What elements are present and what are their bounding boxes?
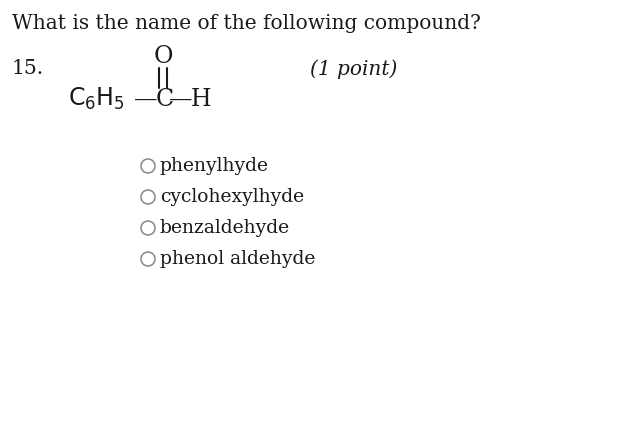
Text: (1 point): (1 point) bbox=[310, 59, 397, 79]
Text: —: — bbox=[134, 87, 158, 111]
Text: cyclohexylhyde: cyclohexylhyde bbox=[160, 188, 304, 206]
Text: benzaldehyde: benzaldehyde bbox=[160, 219, 290, 237]
Text: H: H bbox=[191, 87, 212, 111]
Text: phenol aldehyde: phenol aldehyde bbox=[160, 250, 315, 268]
Text: 15.: 15. bbox=[12, 59, 44, 78]
Text: O: O bbox=[153, 45, 173, 68]
Text: $\mathsf{C_6H_5}$: $\mathsf{C_6H_5}$ bbox=[68, 86, 125, 112]
Text: C: C bbox=[156, 87, 174, 111]
Text: —: — bbox=[169, 87, 193, 111]
Text: phenylhyde: phenylhyde bbox=[160, 157, 269, 175]
Text: What is the name of the following compound?: What is the name of the following compou… bbox=[12, 14, 481, 33]
